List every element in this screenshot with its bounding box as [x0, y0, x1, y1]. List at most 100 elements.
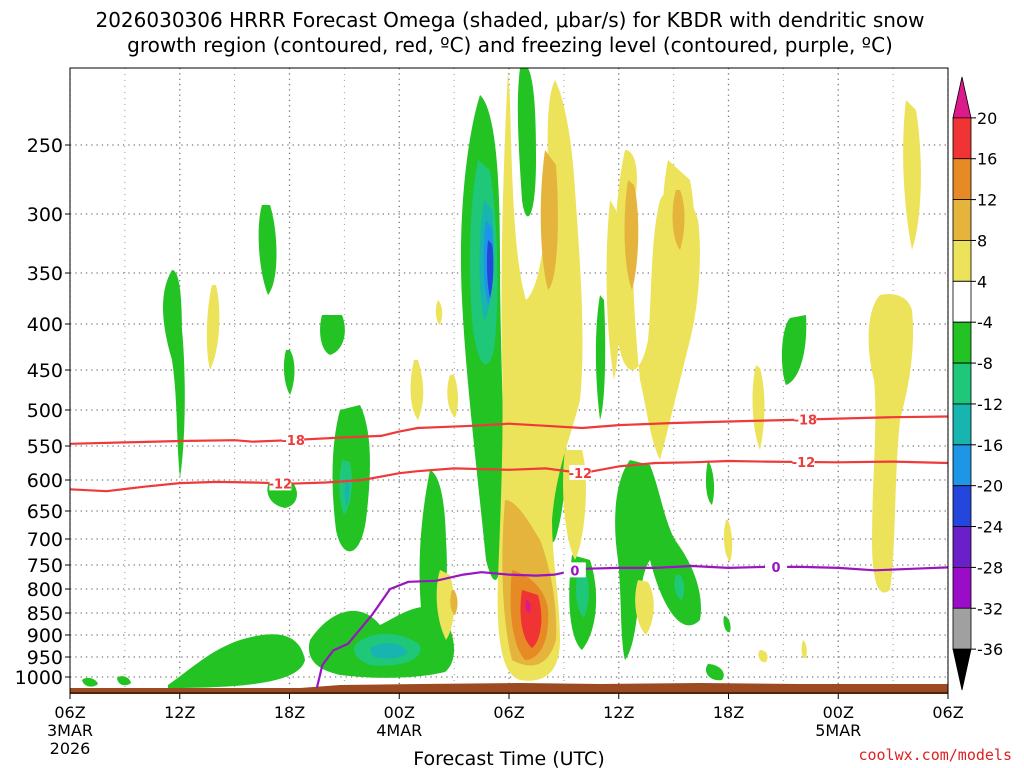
omega-region [82, 677, 98, 687]
dgz-minus12-label-bg [269, 475, 292, 491]
x-tick-label: 06Z [932, 703, 963, 722]
omega-region [801, 640, 807, 659]
colorbar: 20 16 12 8 4 -4 -8 -12 -16 -20 -24 -28 -32 -36 [952, 76, 1003, 691]
y-tick-label: 500 [27, 400, 63, 422]
y-tick-label: 800 [27, 579, 63, 601]
colorbar-swatch [952, 403, 972, 446]
chart-title-line1: 2026030306 HRRR Forecast Omega (shaded, … [95, 8, 924, 32]
omega-region [903, 100, 921, 250]
colorbar-label: -20 [977, 477, 1003, 496]
colorbar-swatch [952, 158, 972, 200]
colorbar-label: -24 [977, 518, 1003, 537]
y-tick-label: 450 [27, 360, 63, 382]
x-tick-label: 12Z [164, 703, 195, 722]
omega-region [320, 315, 345, 355]
omega-region [723, 616, 731, 633]
omega-region [540, 150, 558, 290]
y-tick-label: 1000 [15, 667, 63, 689]
omega-region [705, 460, 715, 505]
colorbar-label: -12 [977, 395, 1003, 414]
colorbar-swatch [952, 117, 972, 160]
y-tick-label: 850 [27, 603, 63, 625]
x-axis-title: Forecast Time (UTC) [413, 748, 604, 768]
colorbar-label: -4 [977, 313, 993, 332]
y-tick-label: 550 [27, 436, 63, 458]
dgz-minus12-label: -12 [792, 456, 816, 471]
freezing-level-label: 0 [772, 561, 781, 576]
freezing-level-label-bg [765, 558, 788, 574]
omega-region [258, 205, 277, 295]
colorbar-swatch [952, 485, 972, 527]
omega-region [705, 664, 724, 681]
chart-title-line2: growth region (contoured, red, ºC) and f… [127, 33, 893, 57]
colorbar-swatch [952, 76, 972, 119]
colorbar-swatch [952, 526, 972, 568]
x-tick-label: 06Z [493, 703, 524, 722]
omega-region [752, 365, 765, 450]
dgz-minus18-label: -18 [794, 414, 818, 429]
y-tick-label: 900 [27, 625, 63, 647]
omega-region [450, 590, 458, 615]
omega-region [486, 240, 494, 298]
colorbar-label: -16 [977, 436, 1003, 455]
colorbar-swatch [952, 199, 972, 241]
omega-region [723, 520, 733, 562]
omega-region [163, 270, 185, 478]
omega-region [624, 180, 639, 290]
omega-region [168, 634, 305, 688]
colorbar-label: 8 [977, 231, 987, 250]
omega-region [615, 460, 701, 660]
contour-lines [70, 415, 948, 688]
omega-shading [82, 68, 921, 688]
omega-region [674, 575, 685, 600]
colorbar-swatch [952, 240, 972, 282]
omega-region [283, 350, 295, 395]
omega-region [525, 600, 531, 613]
omega-region [868, 293, 914, 593]
omega-region [370, 643, 408, 659]
omega-region [576, 570, 589, 618]
colorbar-swatch [952, 280, 972, 323]
y-tick-label: 950 [27, 647, 63, 669]
dgz-minus12-label: -12 [269, 477, 293, 492]
y-tick-label: 750 [27, 555, 63, 577]
colorbar-swatch [952, 444, 972, 487]
omega-region [447, 375, 458, 418]
omega-region [344, 478, 350, 506]
dgz-minus12-label-bg [792, 453, 815, 469]
colorbar-swatch [952, 567, 972, 609]
omega-region [517, 68, 536, 217]
colorbar-label: -8 [977, 354, 993, 373]
y-tick-label: 650 [27, 501, 63, 523]
omega-region [410, 360, 424, 420]
x-tick-date: 5MAR [815, 721, 861, 740]
colorbar-label: -36 [977, 640, 1003, 659]
colorbar-label: 12 [977, 191, 997, 210]
x-tick-label: 18Z [274, 703, 305, 722]
dgz-minus18-contour [70, 415, 948, 445]
omega-region [206, 285, 220, 370]
omega-region [595, 295, 606, 420]
colorbar-swatch [952, 362, 972, 405]
omega-region [117, 676, 131, 686]
colorbar-label: 4 [977, 272, 987, 291]
y-tick-label: 400 [27, 314, 63, 336]
contour-labels: -18 -18 -12 -12 -12 0 0 [269, 411, 818, 579]
dgz-minus12-contour [70, 459, 948, 493]
x-tick-label: 00Z [384, 703, 415, 722]
omega-region [436, 570, 455, 640]
y-axis: 2503003504004505005506006507007508008509… [15, 135, 70, 689]
colorbar-swatch [952, 321, 972, 364]
x-tick-label: 18Z [713, 703, 744, 722]
x-tick-label: 06Z [54, 703, 85, 722]
x-tick-date: 3MAR [47, 721, 93, 740]
omega-region [781, 315, 807, 385]
colorbar-label: 20 [977, 109, 997, 128]
colorbar-label: -28 [977, 558, 1003, 577]
dgz-minus18-label-bg [794, 411, 817, 427]
colorbar-label: -32 [977, 599, 1003, 618]
x-tick-label: 12Z [603, 703, 634, 722]
y-tick-label: 250 [27, 135, 63, 157]
x-tick-date: 4MAR [376, 721, 422, 740]
